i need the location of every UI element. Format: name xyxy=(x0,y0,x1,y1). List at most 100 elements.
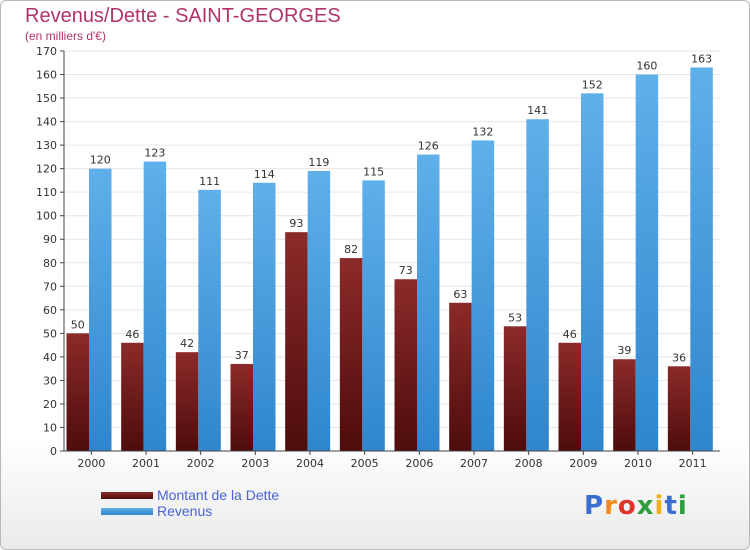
data-label-revenue-2001: 123 xyxy=(144,147,165,160)
proxiti-logo: Proxiti xyxy=(584,491,688,521)
data-label-revenue-2009: 152 xyxy=(582,78,603,91)
bar-debt-2002 xyxy=(175,352,199,451)
y-tick-label: 60 xyxy=(43,304,57,317)
data-label-debt-2006: 73 xyxy=(399,264,413,277)
y-tick-label: 10 xyxy=(43,421,57,434)
legend-item-revenue: Revenus xyxy=(101,503,279,519)
y-tick-label: 140 xyxy=(36,116,57,129)
legend-label-debt: Montant de la Dette xyxy=(157,487,280,503)
logo-letter: i xyxy=(654,491,665,521)
x-tick-label: 2010 xyxy=(624,457,652,470)
y-tick-label: 40 xyxy=(43,351,57,364)
logo-letter: r xyxy=(604,491,618,521)
legend-item-debt: Montant de la Dette xyxy=(101,487,279,503)
y-tick-label: 20 xyxy=(43,398,57,411)
y-tick-label: 30 xyxy=(43,374,57,387)
data-label-revenue-2006: 126 xyxy=(418,140,439,153)
data-label-debt-2011: 36 xyxy=(672,351,686,364)
x-tick-label: 2007 xyxy=(460,457,488,470)
bar-debt-2005 xyxy=(339,258,363,451)
bar-debt-2001 xyxy=(121,342,144,451)
bar-revenue-2010 xyxy=(635,74,659,451)
x-tick-label: 2000 xyxy=(77,457,105,470)
data-label-debt-2007: 63 xyxy=(453,288,467,301)
data-label-revenue-2002: 111 xyxy=(199,175,220,188)
y-tick-label: 120 xyxy=(36,163,57,176)
x-tick-label: 2009 xyxy=(569,457,597,470)
bar-revenue-2004 xyxy=(307,171,331,451)
logo-letter: o xyxy=(617,491,637,521)
x-tick-label: 2008 xyxy=(515,457,543,470)
x-tick-label: 2003 xyxy=(241,457,269,470)
bar-revenue-2000 xyxy=(89,168,112,451)
legend: Montant de la Dette Revenus xyxy=(101,487,279,519)
bar-debt-2009 xyxy=(558,342,581,451)
bar-debt-2000 xyxy=(66,333,89,451)
bar-revenue-2008 xyxy=(526,119,549,451)
bar-revenue-2006 xyxy=(417,154,440,451)
y-tick-label: 170 xyxy=(36,45,57,58)
y-tick-label: 90 xyxy=(43,233,57,246)
x-tick-label: 2004 xyxy=(296,457,324,470)
bar-revenue-2009 xyxy=(581,93,604,452)
labels-layer: 50 120 46 123 42 111 37 114 93 119 82 115 73 126 63 132… xyxy=(71,52,712,364)
bar-debt-2004 xyxy=(285,232,308,451)
data-label-debt-2000: 50 xyxy=(71,318,85,331)
y-tick-label: 0 xyxy=(50,445,57,458)
y-tick-label: 50 xyxy=(43,327,57,340)
data-label-revenue-2004: 119 xyxy=(308,156,329,169)
bar-revenue-2002 xyxy=(198,189,221,451)
y-tick-label: 160 xyxy=(36,69,57,82)
logo-letter: P xyxy=(584,491,605,521)
bar-debt-2006 xyxy=(394,279,417,451)
y-tick-label: 80 xyxy=(43,257,57,270)
y-tick-label: 70 xyxy=(43,280,57,293)
logo-letter: i xyxy=(677,491,688,521)
legend-swatch-revenue xyxy=(101,507,153,515)
bar-revenue-2007 xyxy=(471,140,495,452)
legend-label-revenue: Revenus xyxy=(157,503,213,519)
data-label-revenue-2003: 114 xyxy=(254,168,275,181)
data-label-debt-2008: 53 xyxy=(508,311,522,324)
bar-debt-2007 xyxy=(449,302,472,451)
bar-debt-2008 xyxy=(503,326,527,451)
bar-debt-2010 xyxy=(613,359,636,451)
x-tick-label: 2002 xyxy=(187,457,215,470)
data-label-revenue-2005: 115 xyxy=(363,165,384,178)
data-label-revenue-2007: 132 xyxy=(472,125,493,138)
data-label-debt-2005: 82 xyxy=(344,243,358,256)
data-label-debt-2009: 46 xyxy=(563,328,577,341)
data-label-revenue-2011: 163 xyxy=(691,52,712,65)
x-tick-label: 2006 xyxy=(405,457,433,470)
x-tick-label: 2005 xyxy=(351,457,379,470)
bar-debt-2011 xyxy=(667,366,691,451)
logo-letter: x xyxy=(636,491,655,521)
bar-revenue-2011 xyxy=(690,67,713,452)
chart-title: Revenus/Dette - SAINT-GEORGES xyxy=(25,5,341,27)
chart-subtitle: (en milliers d'€) xyxy=(25,29,106,43)
logo-letter: t xyxy=(664,491,678,521)
data-label-revenue-2000: 120 xyxy=(90,154,111,167)
grid-layer xyxy=(64,50,720,428)
data-label-revenue-2008: 141 xyxy=(527,104,548,117)
data-label-debt-2003: 37 xyxy=(235,349,249,362)
data-label-debt-2010: 39 xyxy=(617,344,631,357)
y-tick-label: 110 xyxy=(36,186,57,199)
y-tick-label: 130 xyxy=(36,139,57,152)
bar-debt-2003 xyxy=(230,363,253,451)
legend-swatch-debt xyxy=(101,491,153,499)
bars-layer xyxy=(66,67,713,452)
bar-revenue-2003 xyxy=(253,182,276,451)
data-label-debt-2001: 46 xyxy=(125,328,139,341)
y-tick-label: 150 xyxy=(36,92,57,105)
y-tick-label: 100 xyxy=(36,210,57,223)
x-tick-label: 2001 xyxy=(132,457,160,470)
bar-revenue-2001 xyxy=(143,161,167,451)
bar-revenue-2005 xyxy=(362,180,385,452)
data-label-debt-2002: 42 xyxy=(180,337,194,350)
axis-layer: 0 10 20 30 40 50 60 70 80 90 100 110 120 130 140 150 160… xyxy=(36,45,720,470)
data-label-revenue-2010: 160 xyxy=(636,60,657,73)
data-label-debt-2004: 93 xyxy=(289,217,303,230)
